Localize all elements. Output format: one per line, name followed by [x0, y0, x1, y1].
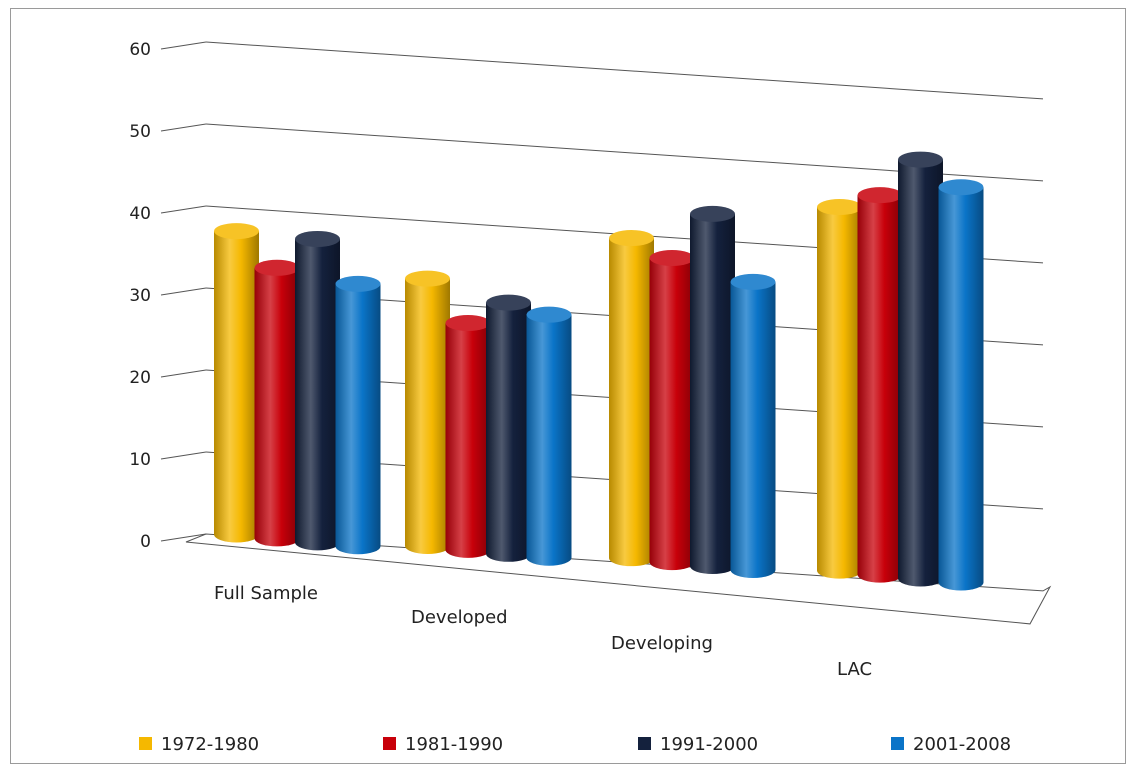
legend-swatch [139, 737, 152, 750]
bar [938, 179, 984, 591]
legend-label: 2001-2008 [913, 734, 1011, 755]
category-label: Full Sample [214, 583, 318, 604]
category-labels: Full Sample Developed Developing LAC [214, 583, 872, 680]
y-tick-mark [160, 123, 207, 132]
chart-frame: 0 10 20 30 40 50 60 Full Sample Developed Develo… [10, 8, 1126, 764]
bar [857, 187, 903, 583]
category-label: Developing [611, 633, 713, 654]
bar-body [486, 302, 531, 562]
bar [817, 199, 862, 579]
bar [486, 294, 531, 562]
bar [445, 315, 491, 558]
y-tick-mark [160, 533, 207, 542]
legend-label: 1972-1980 [161, 734, 259, 755]
y-tick-label: 10 [129, 450, 151, 470]
bar [898, 151, 943, 587]
bar-top [214, 223, 259, 240]
bar-body [405, 278, 450, 554]
chart-floor [185, 533, 1052, 625]
bar-top [254, 259, 300, 276]
legend-label: 1991-2000 [660, 734, 758, 755]
chart-svg: 0 10 20 30 40 50 60 Full Sample Developed Develo… [129, 40, 1052, 755]
bar [526, 306, 572, 566]
bar-top [817, 199, 862, 216]
y-tick-mark [160, 41, 207, 50]
bar [649, 249, 695, 571]
bar-body [730, 281, 776, 578]
bar-body [526, 314, 572, 566]
bar-body [898, 159, 943, 587]
legend-item: 1972-1980 [139, 734, 259, 755]
legend-item: 1981-1990 [383, 734, 503, 755]
category-label: LAC [837, 659, 872, 680]
bars [214, 151, 984, 591]
bar-body [609, 238, 654, 567]
bar-top [405, 270, 450, 287]
bar-body [335, 283, 381, 555]
bar-top [730, 273, 776, 290]
bar-top [898, 151, 943, 168]
bar-body [857, 195, 903, 583]
y-tick-label: 0 [140, 532, 151, 552]
y-tick-mark [160, 369, 207, 378]
bar-body [295, 238, 340, 551]
bar-top [526, 306, 572, 323]
bar-top [649, 249, 695, 266]
bar-body [445, 323, 491, 558]
y-tick-label: 40 [129, 204, 151, 224]
bar [335, 275, 381, 555]
bar-body [214, 231, 259, 543]
floor-outline [185, 533, 1052, 625]
bar-top [690, 205, 735, 222]
bar [609, 230, 654, 567]
bar-top [938, 179, 984, 196]
bar-body [938, 187, 984, 591]
legend-swatch [638, 737, 651, 750]
bar-body [817, 207, 862, 579]
bar [405, 270, 450, 554]
y-tick-mark [160, 451, 207, 460]
legend-swatch [891, 737, 904, 750]
legend-item: 1991-2000 [638, 734, 758, 755]
bar-top [295, 230, 340, 247]
bar-body [254, 267, 300, 547]
bar-top [335, 275, 381, 292]
bar-top [857, 187, 903, 204]
y-tick-label: 50 [129, 122, 151, 142]
category-label: Developed [411, 607, 508, 628]
legend-item: 2001-2008 [891, 734, 1011, 755]
bar-body [649, 257, 695, 571]
bar [690, 205, 735, 575]
legend-label: 1981-1990 [405, 734, 503, 755]
y-tick-label: 60 [129, 40, 151, 60]
bar-body [690, 213, 735, 575]
bar [295, 230, 340, 551]
y-tick-mark [160, 205, 207, 214]
bar [214, 223, 259, 543]
bar [730, 273, 776, 578]
bar-top [486, 294, 531, 311]
y-axis-labels: 0 10 20 30 40 50 60 [129, 40, 151, 552]
bar-top [445, 315, 491, 332]
gridline [205, 41, 1044, 100]
bar-top [609, 230, 654, 247]
bar [254, 259, 300, 547]
y-tick-mark [160, 287, 207, 296]
legend-swatch [383, 737, 396, 750]
y-tick-label: 30 [129, 286, 151, 306]
y-tick-label: 20 [129, 368, 151, 388]
legend: 1972-1980 1981-1990 1991-2000 2001-2008 [139, 734, 1011, 755]
